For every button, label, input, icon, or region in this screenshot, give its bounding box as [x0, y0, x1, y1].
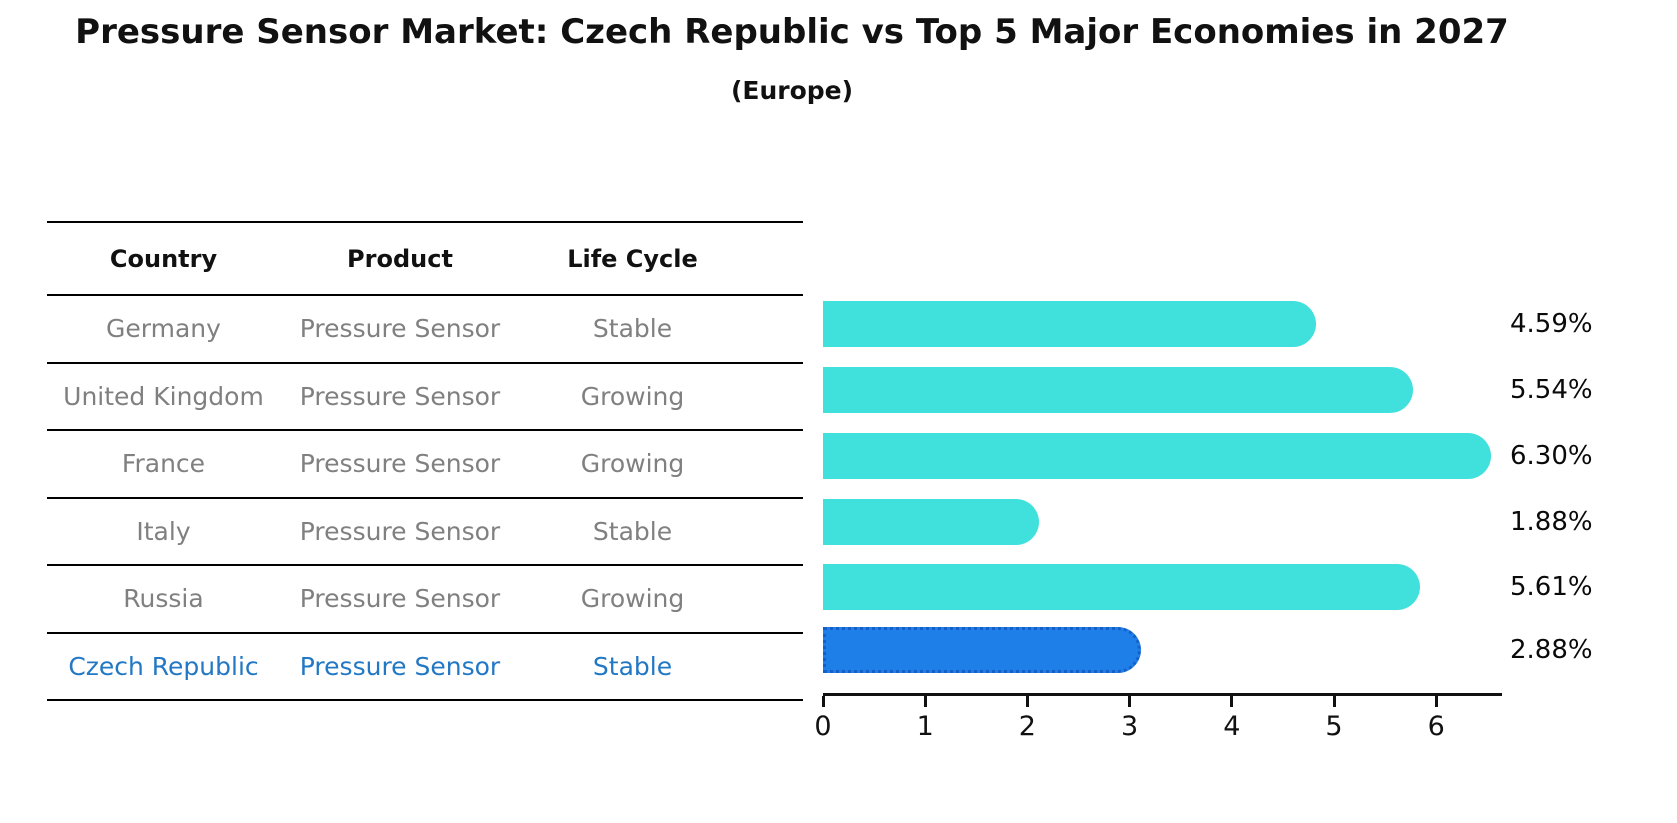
table-row-italy: Italy Pressure Sensor Stable [47, 496, 803, 565]
value-label-russia: 5.61% [1510, 572, 1593, 602]
bar-russia [823, 564, 1421, 610]
table-row-france: France Pressure Sensor Growing [47, 429, 803, 497]
cell-life_cycle-italy: Stable [592, 516, 673, 546]
x-tick-label-6: 6 [1427, 711, 1445, 742]
value-label-united-kingdom: 5.54% [1510, 375, 1593, 405]
cell-product-italy: Pressure Sensor [299, 516, 501, 546]
x-tick-label-2: 2 [1018, 711, 1036, 742]
cell-product-czech-republic: Pressure Sensor [299, 651, 501, 681]
x-tick-mark-6 [1434, 696, 1438, 707]
x-tick-mark-1 [923, 696, 927, 707]
x-tick-mark-4 [1230, 696, 1234, 707]
table-row-russia: Russia Pressure Sensor Growing [47, 564, 803, 632]
table-row-united-kingdom: United Kingdom Pressure Sensor Growing [47, 361, 803, 430]
cell-country-germany: Germany [106, 314, 221, 344]
value-label-france: 6.30% [1510, 441, 1593, 471]
bar-germany [823, 301, 1317, 347]
chart-title: Pressure Sensor Market: Czech Republic v… [75, 12, 1509, 52]
cell-life_cycle-united-kingdom: Growing [580, 381, 685, 411]
x-tick-label-0: 0 [814, 711, 832, 742]
x-axis-line [823, 693, 1502, 696]
table-row-germany: Germany Pressure Sensor Stable [47, 294, 803, 362]
table-body: Germany Pressure Sensor Stable United Kingd… [47, 294, 803, 699]
bar-united-kingdom [823, 367, 1414, 413]
value-label-czech-republic: 2.88% [1510, 635, 1593, 665]
cell-life_cycle-france: Growing [580, 449, 685, 479]
bar-france [823, 433, 1491, 479]
value-label-germany: 4.59% [1510, 309, 1593, 339]
chart-subtitle: (Europe) [730, 76, 854, 105]
x-tick-label-5: 5 [1325, 711, 1343, 742]
table-row-czech-republic: Czech Republic Pressure Sensor Stable [47, 631, 803, 700]
value-label-italy: 1.88% [1510, 507, 1593, 537]
x-tick-mark-2 [1025, 696, 1029, 707]
x-tick-label-4: 4 [1223, 711, 1241, 742]
bar-czech-republic [823, 627, 1142, 673]
cell-product-france: Pressure Sensor [299, 449, 501, 479]
x-tick-mark-0 [821, 696, 825, 707]
column-header-country: Country [109, 244, 218, 273]
cell-product-russia: Pressure Sensor [299, 584, 501, 614]
cell-life_cycle-germany: Stable [592, 314, 673, 344]
column-header-lifecycle: Life Cycle [567, 244, 698, 273]
x-tick-label-1: 1 [916, 711, 934, 742]
cell-country-czech-republic: Czech Republic [68, 651, 259, 681]
x-tick-mark-5 [1332, 696, 1336, 707]
cell-life_cycle-russia: Growing [580, 584, 685, 614]
cell-country-italy: Italy [136, 516, 191, 546]
cell-country-russia: Russia [123, 584, 204, 614]
cell-country-france: France [121, 449, 206, 479]
cell-product-united-kingdom: Pressure Sensor [299, 381, 501, 411]
column-header-product: Product [347, 244, 453, 273]
bar-italy [823, 499, 1040, 545]
x-tick-mark-3 [1128, 696, 1132, 707]
cell-country-united-kingdom: United Kingdom [63, 381, 264, 411]
table-header-row: Country Product Life Cycle [47, 221, 803, 294]
cell-product-germany: Pressure Sensor [299, 314, 501, 344]
data-table: Country Product Life Cycle Germany Pressu… [47, 221, 803, 701]
cell-life_cycle-czech-republic: Stable [592, 651, 673, 681]
x-tick-label-3: 3 [1121, 711, 1139, 742]
